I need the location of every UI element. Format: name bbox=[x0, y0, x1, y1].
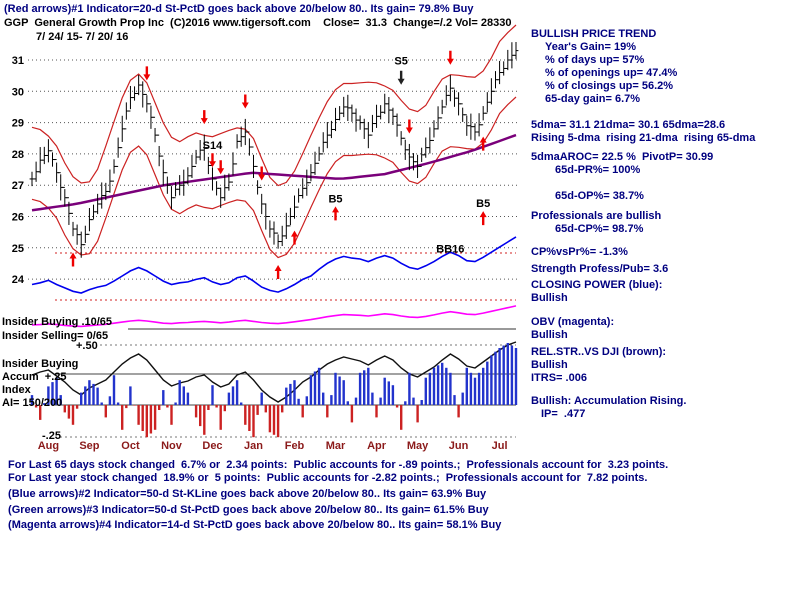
stat-line: IP= .477 bbox=[541, 408, 586, 420]
footer-line: For Last year stock changed 18.9% or 5 p… bbox=[5, 472, 648, 484]
svg-text:BB16: BB16 bbox=[436, 243, 464, 255]
svg-text:Jan: Jan bbox=[244, 440, 263, 452]
svg-text:Oct: Oct bbox=[121, 440, 140, 452]
stock-price-chart: 31 30 29 28 27 26 25 24 Aug Sep Oct Nov Dec Jan Feb Mar… bbox=[12, 24, 519, 452]
title-bar: GGP General Growth Prop Inc (C)2016 www.… bbox=[4, 17, 512, 29]
svg-text:25: 25 bbox=[12, 243, 24, 255]
svg-text:24: 24 bbox=[12, 274, 25, 286]
stat-line: BULLISH PRICE TREND bbox=[531, 28, 657, 40]
stat-line: Bullish bbox=[531, 359, 568, 371]
stat-line: 65d-CP%= 98.7% bbox=[555, 223, 644, 235]
svg-text:30: 30 bbox=[12, 86, 24, 98]
stat-line: Strength Profess/Pub= 3.6 bbox=[531, 263, 669, 275]
svg-text:B5: B5 bbox=[476, 198, 490, 210]
svg-text:Apr: Apr bbox=[367, 440, 387, 452]
footer-line: (Green arrows)#3 Indicator=50-d St-PctD … bbox=[5, 504, 489, 516]
svg-text:28: 28 bbox=[12, 149, 24, 161]
svg-text:Jun: Jun bbox=[449, 440, 469, 452]
svg-text:27: 27 bbox=[12, 180, 24, 192]
footer-line: For Last 65 days stock changed 6.7% or 2… bbox=[5, 459, 669, 471]
stat-line: 5dmaAROC= 22.5 % PivotP= 30.99 bbox=[531, 151, 714, 163]
footer-summary: For Last 65 days stock changed 6.7% or 2… bbox=[5, 459, 799, 532]
svg-text:Nov: Nov bbox=[161, 440, 183, 452]
stat-line: Professionals are bullish bbox=[531, 210, 662, 222]
svg-text:Jul: Jul bbox=[492, 440, 508, 452]
insider-buying-ratio-label: Insider Buying .10/65 bbox=[2, 316, 113, 328]
stat-line: 5dma= 31.1 21dma= 30.1 65dma=28.6 bbox=[531, 119, 726, 131]
stat-line: 65d-OP%= 38.7% bbox=[555, 190, 644, 202]
stat-line: % of closings up= 56.2% bbox=[545, 80, 674, 92]
stat-line: CP%vsPr%= -1.3% bbox=[531, 246, 628, 258]
svg-text:May: May bbox=[407, 440, 429, 452]
scale-minus-25-label: -.25 bbox=[42, 430, 61, 442]
footer-line: (Blue arrows)#2 Indicator=50-d St-KLine … bbox=[5, 488, 487, 500]
svg-text:Mar: Mar bbox=[326, 440, 346, 452]
stat-line: Bullish: Accumulation Rising. bbox=[531, 395, 687, 407]
stat-line: ITRS= .006 bbox=[531, 372, 587, 384]
scale-plus-50-label: +.50 bbox=[76, 340, 98, 352]
svg-text:B5: B5 bbox=[328, 193, 342, 205]
stat-line: % of openings up= 47.4% bbox=[545, 67, 678, 79]
svg-text:31: 31 bbox=[12, 55, 24, 67]
stat-line: CLOSING POWER (blue): bbox=[531, 279, 663, 291]
stat-line: 65d-PR%= 100% bbox=[555, 164, 641, 176]
accum-label: Accum +.25 bbox=[2, 371, 67, 383]
svg-text:S14: S14 bbox=[203, 140, 223, 152]
footer-line: (Magenta arrows)#4 Indicator=14-d St-Pct… bbox=[5, 519, 502, 531]
ai-value-label: AI= 150/200 bbox=[2, 397, 63, 409]
stat-line: Bullish bbox=[531, 329, 568, 341]
svg-text:Dec: Dec bbox=[202, 440, 222, 452]
signal-1-description: (Red arrows)#1 Indicator=20-d St-PctD go… bbox=[4, 3, 474, 15]
date-range: 7/ 24/ 15- 7/ 20/ 16 bbox=[36, 31, 129, 43]
insider-selling-label: Insider Selling= 0/65 bbox=[2, 330, 109, 342]
index-label: Index bbox=[2, 384, 31, 396]
stat-line: Bullish bbox=[531, 292, 568, 304]
svg-text:S5: S5 bbox=[394, 56, 407, 68]
stat-line: REL.STR..VS DJI (brown): bbox=[531, 346, 667, 358]
stat-line: Year's Gain= 19% bbox=[545, 41, 636, 53]
insider-buying-label: Insider Buying bbox=[2, 358, 79, 370]
stat-line: % of days up= 57% bbox=[545, 54, 645, 66]
svg-text:26: 26 bbox=[12, 212, 24, 224]
stat-line: Rising 5-dma rising 21-dma rising 65-dma bbox=[531, 132, 756, 144]
svg-text:Sep: Sep bbox=[79, 440, 99, 452]
svg-text:Aug: Aug bbox=[38, 440, 59, 452]
stat-line: 65-day gain= 6.7% bbox=[545, 93, 641, 105]
stats-panel: BULLISH PRICE TREND Year's Gain= 19%% of … bbox=[531, 28, 799, 421]
svg-text:29: 29 bbox=[12, 118, 24, 130]
stat-line: OBV (magenta): bbox=[531, 316, 615, 328]
svg-text:Feb: Feb bbox=[285, 440, 305, 452]
